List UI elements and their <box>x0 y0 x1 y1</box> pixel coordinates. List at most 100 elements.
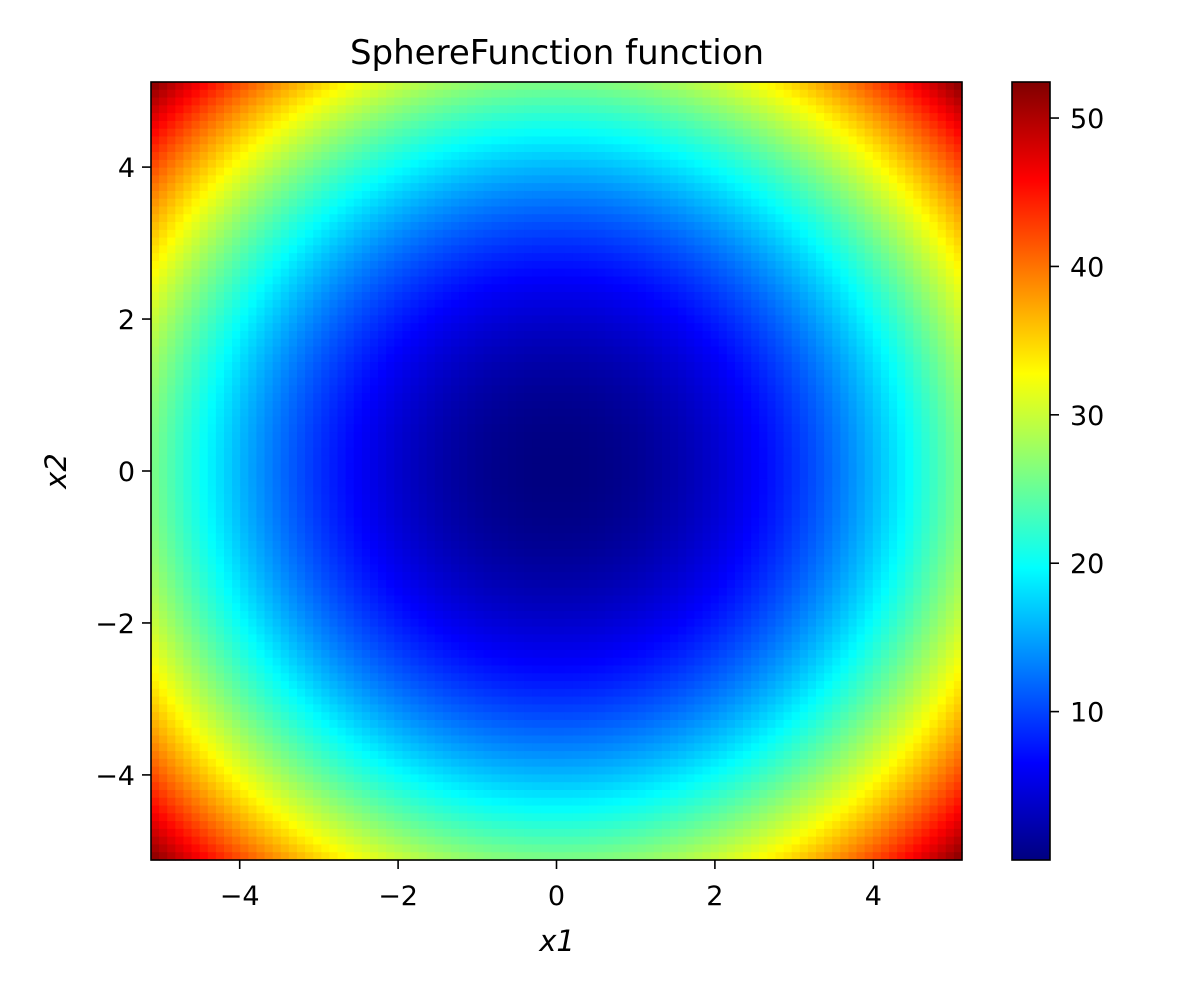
heatmap-cell <box>402 276 412 285</box>
heatmap-cell <box>507 447 517 457</box>
heatmap-cell <box>540 198 549 208</box>
heatmap-cell <box>889 89 898 99</box>
heatmap-cell <box>767 307 777 316</box>
heatmap-cell <box>718 424 728 433</box>
heatmap-cell <box>548 424 558 433</box>
heatmap-cell <box>661 299 671 309</box>
heatmap-cell <box>394 214 404 223</box>
heatmap-cell <box>937 190 947 200</box>
heatmap-cell <box>848 299 858 309</box>
heatmap-cell <box>597 439 606 449</box>
heatmap-cell <box>889 237 898 246</box>
heatmap-cell <box>451 338 460 348</box>
heatmap-cell <box>215 175 225 184</box>
heatmap-cell <box>183 82 193 91</box>
heatmap-cell <box>759 97 768 106</box>
heatmap-cell <box>442 362 452 371</box>
heatmap-cell <box>248 167 258 176</box>
heatmap-cell <box>232 299 241 309</box>
heatmap-cell <box>305 89 314 99</box>
heatmap-cell <box>694 260 704 270</box>
heatmap-cell <box>215 120 225 130</box>
heatmap-cell <box>572 439 582 449</box>
heatmap-cell <box>475 416 485 425</box>
heatmap-cell <box>394 463 404 472</box>
heatmap-cell <box>256 354 266 363</box>
heatmap-cell <box>151 385 160 394</box>
heatmap-cell <box>905 354 914 363</box>
heatmap-cell <box>378 393 387 402</box>
heatmap-cell <box>361 152 371 161</box>
heatmap-cell <box>832 346 841 355</box>
heatmap-cell <box>256 393 266 402</box>
heatmap-cell <box>240 439 249 449</box>
heatmap-cell <box>556 385 566 394</box>
heatmap-cell <box>215 159 225 169</box>
heatmap-cell <box>572 237 582 246</box>
heatmap-cell <box>394 323 404 332</box>
heatmap-cell <box>880 400 890 410</box>
heatmap-cell <box>321 432 331 441</box>
heatmap-cell <box>475 323 485 332</box>
heatmap-cell <box>807 439 817 449</box>
heatmap-cell <box>175 330 185 340</box>
heatmap-cell <box>175 400 185 410</box>
heatmap-cell <box>540 393 549 402</box>
heatmap-cell <box>556 159 566 169</box>
heatmap-cell <box>167 299 176 309</box>
heatmap-cell <box>361 299 371 309</box>
heatmap-cell <box>840 416 850 425</box>
heatmap-cell <box>921 323 931 332</box>
heatmap-cell <box>580 260 590 270</box>
heatmap-cell <box>775 128 785 138</box>
heatmap-cell <box>337 144 347 153</box>
heatmap-cell <box>515 113 525 122</box>
heatmap-cell <box>572 152 582 161</box>
heatmap-cell <box>394 385 404 394</box>
heatmap-cell <box>467 105 476 114</box>
heatmap-cell <box>629 120 639 130</box>
heatmap-cell <box>256 159 266 169</box>
heatmap-cell <box>532 377 541 387</box>
heatmap-cell <box>232 260 241 270</box>
heatmap-cell <box>305 136 314 145</box>
heatmap-cell <box>159 346 168 355</box>
heatmap-cell <box>864 105 874 114</box>
heatmap-cell <box>637 315 647 324</box>
heatmap-cell <box>661 323 671 332</box>
heatmap-cell <box>280 362 290 371</box>
heatmap-cell <box>905 292 914 301</box>
heatmap-cell <box>442 128 452 138</box>
heatmap-cell <box>872 152 882 161</box>
heatmap-cell <box>897 214 906 223</box>
heatmap-cell <box>264 105 274 114</box>
heatmap-cell <box>175 245 185 254</box>
heatmap-cell <box>402 97 412 106</box>
heatmap-cell <box>637 455 647 464</box>
heatmap-cell <box>305 152 314 161</box>
heatmap-cell <box>532 424 541 433</box>
heatmap-cell <box>840 385 850 394</box>
heatmap-cell <box>402 447 412 457</box>
heatmap-cell <box>743 362 752 371</box>
heatmap-cell <box>272 183 282 192</box>
heatmap-cell <box>386 377 395 387</box>
heatmap-cell <box>872 346 882 355</box>
heatmap-cell <box>483 276 493 285</box>
heatmap-cell <box>564 120 574 130</box>
heatmap-cell <box>548 260 558 270</box>
heatmap-cell <box>321 330 331 340</box>
heatmap-cell <box>783 144 793 153</box>
heatmap-cell <box>694 222 704 231</box>
heatmap-cell <box>240 424 249 433</box>
heatmap-cell <box>799 284 809 293</box>
heatmap-cell <box>248 268 258 278</box>
heatmap-cell <box>913 89 923 99</box>
heatmap-cell <box>686 323 695 332</box>
heatmap-cell <box>613 198 622 208</box>
heatmap-cell <box>167 292 176 301</box>
heatmap-cell <box>207 416 217 425</box>
heatmap-cell <box>880 229 890 239</box>
heatmap-cell <box>840 89 850 99</box>
heatmap-cell <box>718 362 728 371</box>
